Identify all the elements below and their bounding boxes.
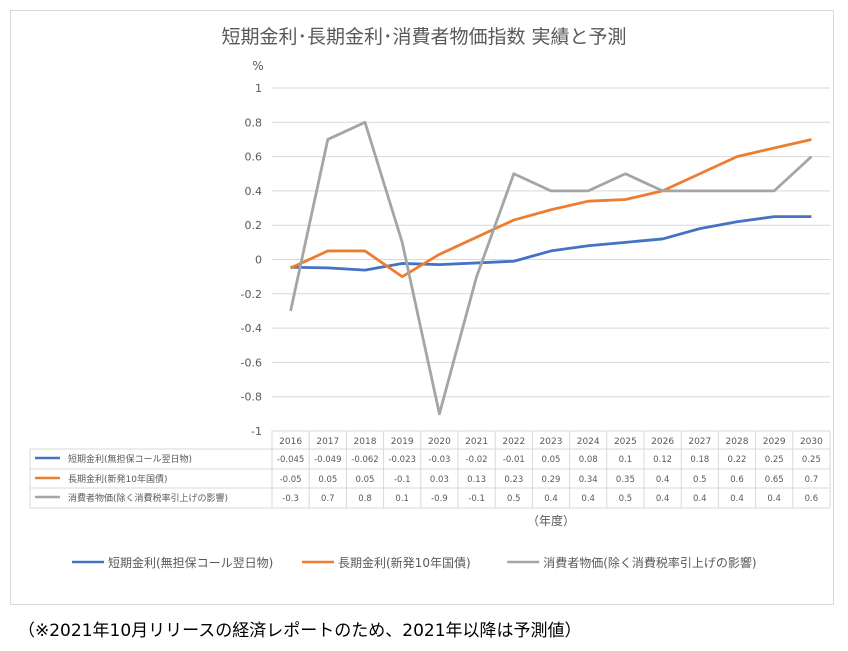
data-label: 0.5 [507,494,521,504]
data-label: 0.4 [656,475,670,485]
data-label: -0.1 [394,475,411,485]
data-label: 0.7 [321,494,335,504]
y-tick-label: 1 [255,82,262,95]
data-label: -0.045 [277,455,304,465]
y-tick-label: -0.8 [241,391,262,404]
data-label: 0.25 [765,455,784,465]
x-tick-label: 2028 [726,437,749,447]
legend-label: 長期金利(新発10年国債) [338,555,471,570]
data-label: 0.05 [542,455,561,465]
data-label: -0.01 [503,455,525,465]
x-tick-label: 2021 [465,437,488,447]
data-label: 0.6 [730,475,744,485]
chart-title: 短期金利･長期金利･消費者物価指数 実績と予測 [221,26,627,48]
y-tick-label: 0.6 [245,151,263,164]
y-tick-label: 0.4 [245,185,263,198]
y-tick-label: 0.2 [245,219,263,232]
data-label: -0.03 [428,455,450,465]
data-label: 0.6 [805,494,819,504]
y-tick-label: 0.8 [245,116,263,129]
data-label: -0.05 [280,475,302,485]
chart-frame [10,10,834,605]
legend-label: 短期金利(無担保コール翌日物) [108,555,273,570]
series-line [289,120,813,416]
y-tick-label: -0.4 [241,322,262,335]
x-tick-label: 2020 [428,437,451,447]
data-label: 0.08 [579,455,598,465]
table-series-label: 消費者物価(除く消費税率引上げの影響) [68,492,228,504]
x-tick-label: 2026 [651,437,674,447]
x-tick-label: 2025 [614,437,637,447]
data-label: 0.7 [805,475,819,485]
data-label: 0.03 [430,475,449,485]
data-label: -0.023 [388,455,415,465]
data-label: -0.02 [466,455,488,465]
x-tick-label: 2027 [688,437,711,447]
data-label: 0.29 [542,475,561,485]
footnote: （※2021年10月リリースの経済レポートのため、2021年以降は予測値） [18,621,582,641]
x-axis-label: （年度） [527,513,575,528]
table-series-label: 長期金利(新発10年国債) [68,473,167,485]
data-label: 0.18 [690,455,709,465]
data-label: 0.4 [544,494,558,504]
y-tick-label: -0.2 [241,288,262,301]
data-label: 0.12 [653,455,672,465]
series-line [290,138,812,279]
data-label: -0.062 [351,455,378,465]
data-label: 0.4 [693,494,707,504]
data-label: 0.5 [693,475,707,485]
series-line [290,215,812,272]
y-tick-label: 0 [255,254,262,267]
data-label: 0.05 [356,475,375,485]
data-label: 0.35 [616,475,635,485]
x-tick-label: 2017 [316,437,339,447]
data-label: -0.9 [431,494,448,504]
data-label: 0.65 [765,475,784,485]
data-label: 0.1 [619,455,633,465]
x-tick-label: 2023 [540,437,563,447]
x-tick-label: 2018 [354,437,377,447]
data-label: 0.05 [318,475,337,485]
data-label: 0.8 [358,494,372,504]
x-tick-label: 2016 [279,437,302,447]
data-label: 0.1 [395,494,409,504]
x-tick-label: 2024 [577,437,600,447]
data-label: -0.3 [282,494,299,504]
data-label: 0.13 [467,475,486,485]
legend-label: 消費者物価(除く消費税率引上げの影響) [543,555,756,570]
data-label: 0.22 [728,455,747,465]
y-axis-label: % [252,59,263,73]
x-tick-label: 2022 [502,437,525,447]
table-series-label: 短期金利(無担保コール翌日物) [68,453,192,465]
x-tick-label: 2029 [763,437,786,447]
data-label: 0.4 [767,494,781,504]
data-label: 0.34 [579,475,598,485]
data-label: -0.1 [468,494,485,504]
data-label: 0.4 [656,494,670,504]
x-tick-label: 2030 [800,437,823,447]
data-label: 0.23 [504,475,523,485]
x-tick-label: 2019 [391,437,414,447]
y-tick-label: -0.6 [241,356,262,369]
data-label: 0.5 [619,494,633,504]
data-label: 0.25 [802,455,821,465]
data-label: 0.4 [730,494,744,504]
data-label: -0.049 [314,455,341,465]
y-tick-label: -1 [251,425,262,438]
data-label: 0.4 [581,494,595,504]
